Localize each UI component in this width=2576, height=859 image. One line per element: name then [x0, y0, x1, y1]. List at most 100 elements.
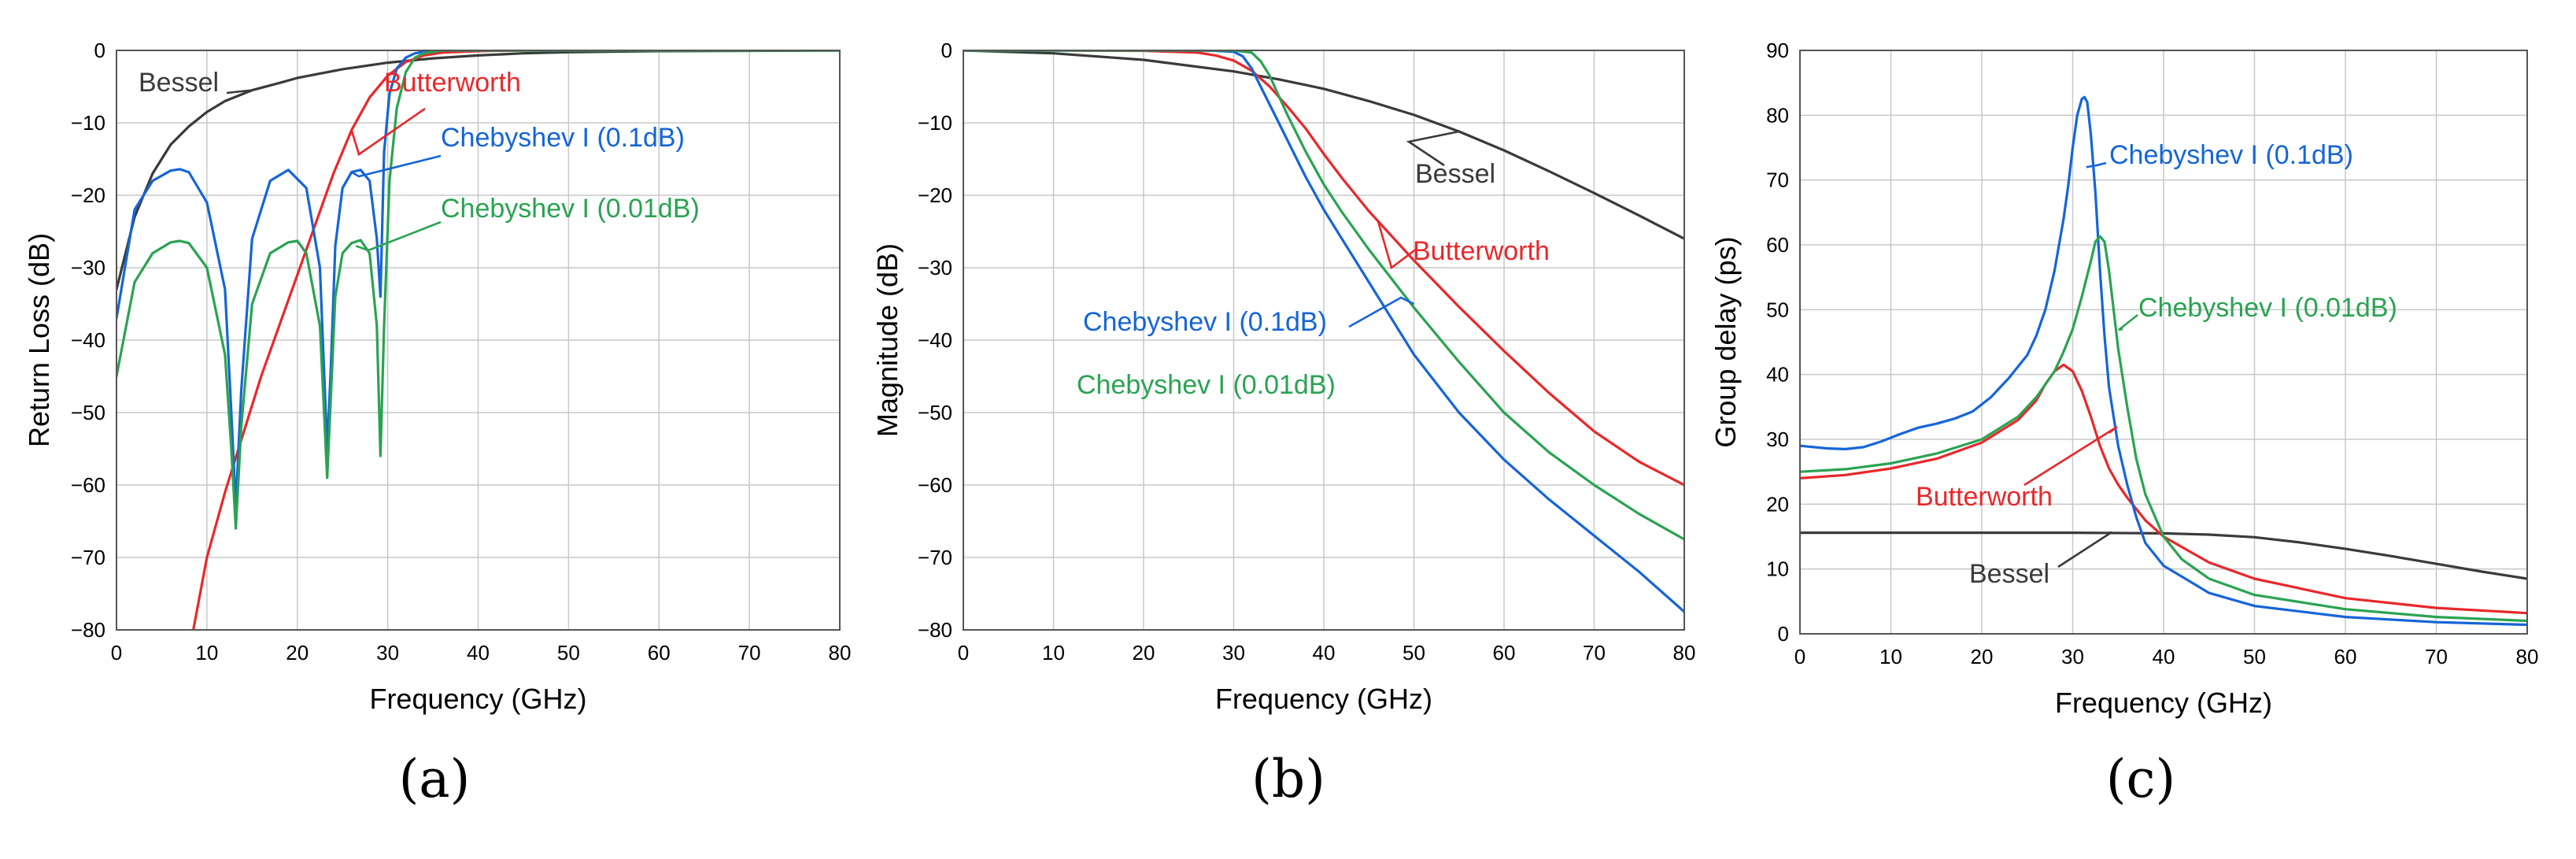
annotation-leader-butterworth-b [1377, 220, 1417, 270]
y-tick-label-c: 10 [1766, 557, 1789, 581]
x-tick-label-a: 60 [648, 641, 671, 665]
annotation-bessel-a: Bessel [139, 68, 219, 98]
y-tick-label-a: −30 [71, 256, 105, 280]
annotation-bessel-c: Bessel [1969, 559, 2049, 589]
panel-c-group-delay: 0 10 20 30 40 50 60 70 80 0 10 20 30 40 50 60 70 80 90 Freq… [1709, 39, 2538, 719]
x-tick-label-b: 30 [1222, 641, 1245, 665]
x-tick-label-b: 50 [1403, 641, 1425, 665]
y-tick-label-b: −60 [918, 473, 952, 497]
x-axis-label-a: Frequency (GHz) [369, 683, 586, 715]
annotation-chebyshev-i-0-1db-b: Chebyshev I (0.1dB) [1083, 307, 1327, 337]
y-axis-label-c: Group delay (ps) [1709, 236, 1742, 447]
y-tick-label-b: −80 [918, 618, 952, 642]
annotation-leader-bessel-a [226, 89, 253, 94]
x-tick-label-c: 70 [2425, 645, 2448, 668]
annotation-leader-chebyshev-i-0-01db-a [355, 220, 442, 252]
y-tick-label-c: 20 [1766, 492, 1789, 516]
x-tick-label-a: 0 [111, 641, 122, 665]
x-tick-label-c: 60 [2334, 645, 2357, 668]
annotation-butterworth-a: Butterworth [384, 68, 521, 98]
x-tick-label-a: 50 [557, 641, 580, 665]
y-tick-label-c: 30 [1766, 428, 1789, 451]
x-axis-label-c: Frequency (GHz) [2055, 687, 2272, 719]
panel-label-c: (c) [2106, 749, 2175, 809]
series-butterworth-c [1800, 363, 2527, 615]
x-axis-label-b: Frequency (GHz) [1215, 683, 1432, 715]
series-bessel-a [116, 50, 840, 291]
series-bessel-c [1800, 531, 2527, 580]
annotation-chebyshev-i-0-01db-c: Chebyshev I (0.01dB) [2138, 293, 2397, 323]
y-tick-label-a: −60 [71, 473, 105, 497]
panel-a-return-loss: 0 10 20 30 40 50 60 70 80 0 −10 −20 −30 −40 −50 −60 −70 −… [23, 39, 851, 715]
series-chebyshev-i-0-1db-a [116, 50, 840, 509]
annotation-leader-bessel-c [2057, 531, 2112, 568]
x-tick-label-a: 80 [829, 641, 852, 665]
annotation-leader-chebyshev-i-0-1db-a [351, 154, 442, 178]
x-tick-label-a: 20 [286, 641, 309, 665]
y-tick-label-a: −10 [71, 111, 105, 135]
y-tick-label-b: −10 [918, 111, 952, 135]
annotation-bessel-b: Bessel [1415, 159, 1495, 189]
y-tick-label-a: −50 [71, 401, 105, 424]
annotation-leader-chebyshev-i-0-01db-c [2118, 313, 2138, 331]
y-tick-label-c: 70 [1766, 168, 1789, 192]
x-tick-label-a: 30 [376, 641, 399, 665]
y-axis-label-a: Return Loss (dB) [23, 233, 55, 447]
x-tick-label-a: 10 [195, 641, 218, 665]
y-tick-label-b: −70 [918, 546, 952, 569]
x-tick-label-b: 40 [1313, 641, 1336, 665]
y-tick-label-b: 0 [941, 39, 952, 62]
x-tick-label-b: 60 [1493, 641, 1516, 665]
annotation-chebyshev-i-0-01db-a: Chebyshev I (0.01dB) [441, 194, 700, 224]
y-tick-label-b: −40 [918, 328, 952, 352]
x-tick-label-a: 70 [738, 641, 761, 665]
y-tick-label-c: 90 [1766, 39, 1789, 62]
annotation-butterworth-b: Butterworth [1413, 236, 1550, 266]
panel-label-b: (b) [1251, 749, 1325, 809]
annotation-leader-butterworth-c [2023, 425, 2118, 487]
x-tick-label-b: 10 [1042, 641, 1065, 665]
panel-label-a: (a) [399, 749, 471, 809]
series-chebyshev-i-0-01db-b [963, 50, 1684, 541]
annotation-leader-chebyshev-i-0-1db-b [1348, 296, 1415, 328]
annotation-chebyshev-i-0-01db-b: Chebyshev I (0.01dB) [1077, 370, 1336, 400]
axes-frame-b [963, 50, 1685, 631]
x-tick-label-c: 80 [2516, 645, 2539, 668]
annotation-chebyshev-i-0-1db-c: Chebyshev I (0.1dB) [2109, 140, 2353, 170]
x-tick-label-b: 80 [1673, 641, 1696, 665]
series-bessel-b [963, 50, 1684, 240]
x-tick-label-b: 20 [1133, 641, 1155, 665]
x-tick-label-c: 30 [2061, 645, 2084, 668]
y-tick-label-c: 60 [1766, 233, 1789, 257]
y-tick-label-a: 0 [94, 39, 105, 62]
x-tick-label-c: 20 [1971, 645, 1994, 668]
y-tick-label-c: 0 [1778, 622, 1789, 646]
y-tick-label-a: −80 [71, 618, 105, 642]
annotation-leader-bessel-b [1406, 130, 1460, 167]
y-tick-label-a: −70 [71, 546, 105, 569]
axes-frame-c [1799, 50, 2528, 635]
series-chebyshev-i-0-01db-c [1800, 235, 2527, 623]
annotation-leader-butterworth-a [350, 107, 426, 157]
y-axis-label-b: Magnitude (dB) [871, 243, 904, 437]
x-tick-label-c: 10 [1879, 645, 1902, 668]
y-tick-label-b: −50 [918, 401, 952, 424]
series-butterworth-b [963, 50, 1684, 487]
annotation-chebyshev-i-0-1db-a: Chebyshev I (0.1dB) [441, 123, 685, 153]
x-tick-label-b: 0 [958, 641, 969, 665]
annotation-leader-chebyshev-i-0-1db-c [2086, 161, 2107, 168]
series-chebyshev-i-0-01db-a [116, 50, 840, 530]
y-tick-label-b: −20 [918, 183, 952, 207]
y-tick-label-a: −20 [71, 183, 105, 207]
annotation-butterworth-c: Butterworth [1916, 482, 2053, 512]
y-tick-label-c: 50 [1766, 298, 1789, 321]
y-tick-label-c: 80 [1766, 103, 1789, 127]
y-tick-label-a: −40 [71, 328, 105, 352]
series-chebyshev-i-0-1db-c [1800, 95, 2527, 627]
x-tick-label-a: 40 [467, 641, 490, 665]
axes-frame-a [116, 50, 841, 631]
x-tick-label-b: 70 [1583, 641, 1606, 665]
panel-b-magnitude: 0 10 20 30 40 50 60 70 80 0 −10 −20 −30 −40 −50 −60 −70 −… [871, 39, 1695, 715]
x-tick-label-c: 50 [2243, 645, 2266, 668]
